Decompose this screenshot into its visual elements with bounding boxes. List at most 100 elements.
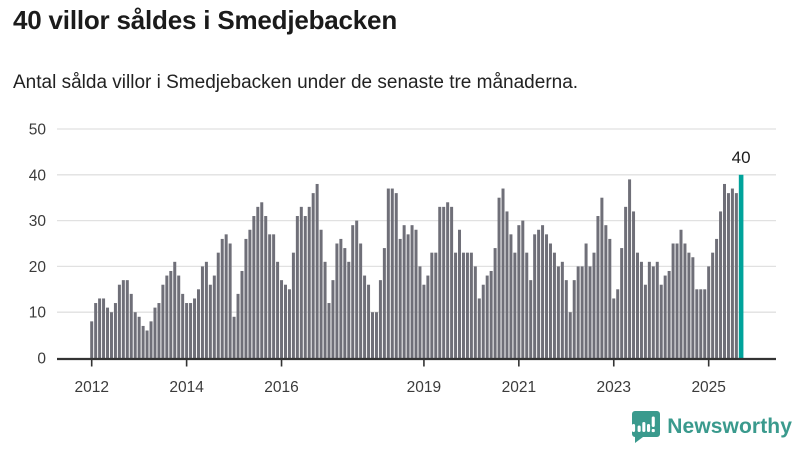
bar-month-143: [655, 261, 659, 358]
bar-month-72: [374, 312, 378, 358]
bar-month-47: [276, 261, 280, 358]
bar-month-28: [200, 266, 204, 358]
bar-month-14: [145, 330, 149, 358]
bar-month-142: [651, 266, 655, 358]
x-axis-label-2021: 2021: [502, 379, 536, 396]
bar-month-29: [204, 261, 208, 358]
bar-month-43: [260, 202, 264, 358]
bar-month-24: [185, 303, 189, 358]
bar-month-162: [730, 188, 734, 358]
bar-month-156: [707, 266, 711, 358]
bar-month-126: [588, 266, 592, 358]
bar-month-120: [564, 280, 568, 358]
bar-month-54: [303, 216, 307, 358]
bar-month-159: [719, 211, 723, 358]
bar-month-137: [632, 211, 636, 358]
bar-month-114: [541, 225, 545, 358]
bar-month-124: [580, 266, 584, 358]
x-axis-label-2025: 2025: [691, 379, 725, 396]
bar-month-59: [323, 261, 327, 358]
bar-month-19: [165, 275, 169, 358]
bar-month-123: [576, 266, 580, 358]
bar-month-136: [628, 179, 632, 358]
bar-month-71: [371, 312, 374, 358]
y-axis-label-0: 0: [37, 351, 46, 368]
bar-month-50: [287, 289, 291, 358]
bar-month-158: [715, 238, 719, 358]
bar-month-161: [726, 193, 730, 358]
bar-month-26: [193, 298, 197, 358]
bar-month-139: [639, 261, 643, 358]
bar-month-38: [240, 270, 244, 358]
bar-month-22: [177, 275, 181, 358]
bar-month-5: [109, 312, 113, 358]
bar-month-101: [489, 270, 493, 358]
bar-month-33: [220, 238, 224, 358]
bar-month-96: [469, 252, 473, 358]
bar-month-106: [509, 234, 513, 358]
bar-month-125: [584, 243, 588, 358]
bar-month-94: [461, 252, 465, 358]
bar-month-56: [311, 193, 315, 358]
bar-month-87: [434, 252, 438, 358]
bar-month-104: [501, 188, 505, 358]
bar-month-36: [232, 316, 236, 358]
bar-month-60: [327, 303, 331, 358]
bar-month-45: [268, 234, 272, 358]
bar-month-77: [394, 193, 398, 358]
bar-month-115: [545, 234, 549, 358]
newsworthy-logo: Newsworthy: [632, 410, 792, 444]
bar-month-85: [426, 275, 430, 358]
bar-month-98: [477, 298, 481, 358]
x-axis-label-2016: 2016: [264, 379, 298, 396]
bar-month-16: [153, 307, 157, 358]
bar-month-42: [256, 206, 260, 358]
bar-month-73: [378, 280, 382, 358]
bar-month-58: [319, 229, 323, 358]
bar-month-107: [513, 252, 517, 358]
bar-month-112: [533, 234, 537, 358]
bar-month-74: [382, 248, 386, 358]
bar-month-102: [493, 248, 497, 358]
bar-month-27: [196, 289, 200, 358]
bar-month-63: [339, 238, 343, 358]
bar-month-34: [224, 234, 228, 358]
bar-month-153: [695, 289, 699, 358]
bar-month-31: [212, 275, 216, 358]
bar-month-80: [406, 234, 410, 358]
bar-month-84: [422, 284, 426, 358]
bar-month-155: [703, 289, 707, 358]
bar-month-32: [216, 252, 220, 358]
bar-month-64: [343, 248, 347, 358]
bar-month-75: [386, 188, 390, 358]
bar-month-66: [351, 225, 355, 358]
y-axis-label-40: 40: [29, 167, 47, 184]
bar-month-23: [181, 293, 185, 358]
bar-month-132: [612, 298, 616, 358]
bar-month-57: [315, 183, 319, 358]
bar-month-160: [723, 183, 726, 358]
bar-month-52: [295, 216, 299, 358]
bar-month-40: [248, 229, 252, 358]
bar-month-21: [173, 261, 177, 358]
bar-month-97: [473, 266, 477, 358]
bar-month-111: [529, 280, 533, 358]
bar-month-15: [149, 321, 153, 358]
bar-month-69: [363, 275, 367, 358]
bar-month-13: [141, 325, 145, 358]
bar-month-140: [643, 284, 647, 358]
bar-month-122: [572, 280, 576, 358]
bar-month-78: [398, 238, 402, 358]
y-axis-label-10: 10: [29, 305, 47, 322]
bar-month-138: [635, 252, 639, 358]
bar-month-93: [458, 229, 462, 358]
bar-month-25: [189, 303, 193, 358]
x-axis-label-2014: 2014: [169, 379, 204, 396]
bar-month-151: [687, 252, 691, 358]
bar-month-9: [125, 280, 129, 358]
bar-month-117: [552, 252, 556, 358]
latest-value-annotation: 40: [732, 148, 751, 167]
page-title: 40 villor såldes i Smedjebacken: [13, 5, 398, 35]
bar-month-148: [675, 243, 679, 358]
